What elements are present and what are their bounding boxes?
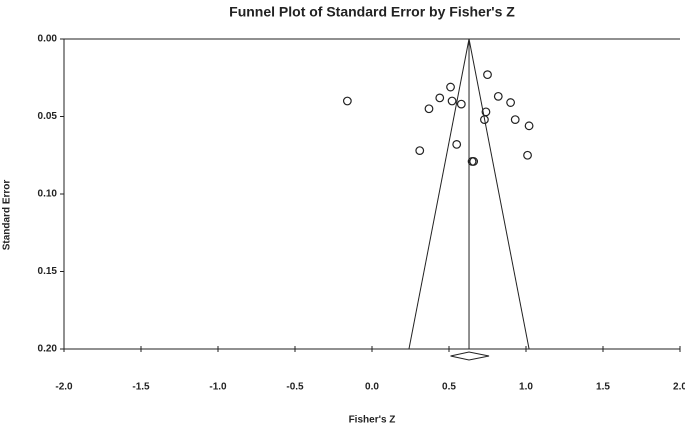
x-tick-label: 1.0: [519, 382, 533, 393]
y-axis-label: Standard Error: [2, 180, 13, 251]
study-point: [510, 115, 520, 124]
study-point: [447, 96, 457, 106]
study-point: [435, 93, 445, 103]
study-point: [506, 98, 516, 107]
funnel-right: [468, 38, 530, 350]
study-point: [524, 121, 534, 131]
x-tick-label: -1.5: [132, 382, 150, 393]
study-point: [446, 82, 455, 92]
y-tick-label: 0.10: [38, 189, 58, 200]
y-tick-label: 0.20: [38, 344, 58, 355]
x-tick-label: -2.0: [55, 382, 73, 393]
x-tick-label: -1.0: [209, 382, 227, 393]
x-tick-label: 0.5: [442, 382, 456, 393]
study-point: [424, 104, 434, 114]
study-point: [415, 146, 425, 156]
x-tick-label: 1.5: [596, 382, 610, 393]
study-point: [452, 139, 462, 149]
study-point: [480, 115, 489, 124]
study-point: [483, 70, 492, 80]
x-tick-label: 2.0: [673, 382, 685, 393]
y-tick-label: 0.05: [38, 111, 58, 122]
y-tick-label: 0.00: [38, 34, 58, 45]
x-tick-label: 0.0: [365, 382, 379, 393]
study-point: [456, 99, 466, 109]
y-tick-label: 0.15: [38, 266, 58, 277]
funnel-left: [408, 38, 470, 350]
study-point: [523, 150, 532, 160]
study-point: [493, 91, 503, 101]
summary-diamond: [450, 351, 490, 361]
study-point: [467, 157, 477, 166]
x-tick-label: -0.5: [286, 382, 304, 393]
chart-title: Funnel Plot of Standard Error by Fisher'…: [229, 4, 515, 20]
x-axis-label: Fisher's Z: [349, 415, 396, 426]
study-point: [342, 96, 352, 106]
